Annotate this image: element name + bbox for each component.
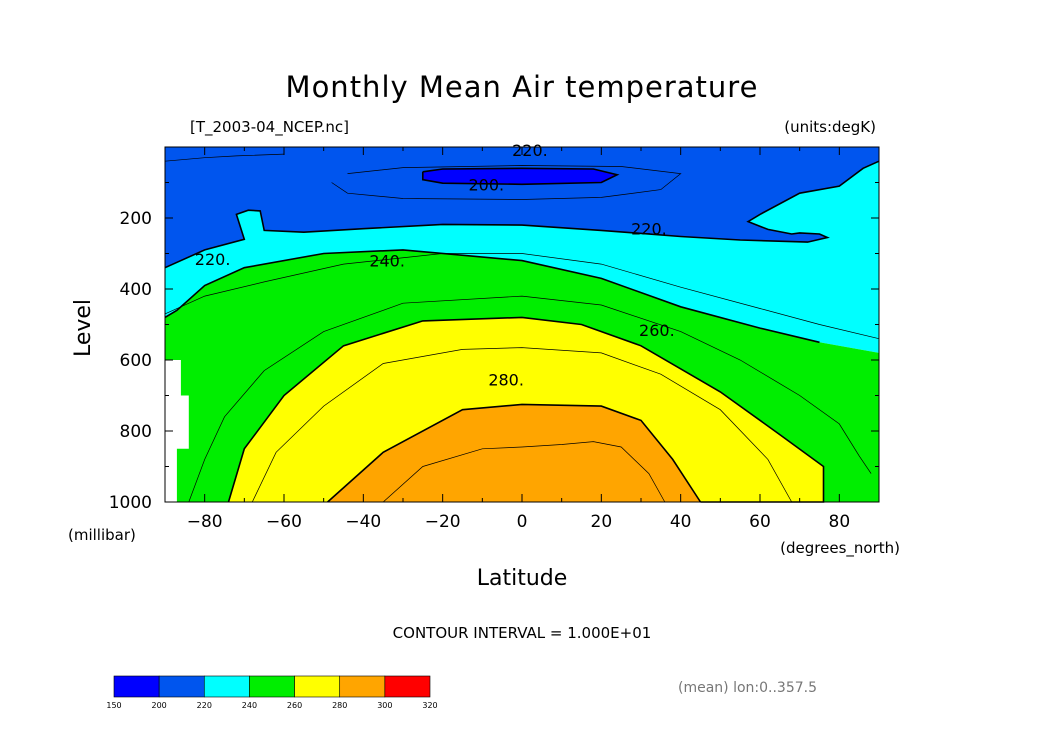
x-tick-label: −60 <box>266 512 302 532</box>
y-axis-label: Level <box>71 299 96 357</box>
file-label: [T_2003-04_NCEP.nc] <box>190 118 349 137</box>
contour-line-200-boundary <box>421 167 620 186</box>
contour-label: 220. <box>195 250 231 269</box>
x-tick-label: 0 <box>517 512 528 532</box>
contour-line-210b <box>164 153 285 162</box>
colorbar-tick-label: 150 <box>106 701 121 710</box>
y-tick-label: 200 <box>120 209 152 229</box>
contour-label: 280. <box>488 371 524 390</box>
contour-line-210 <box>331 165 682 200</box>
x-tick-label: −40 <box>345 512 381 532</box>
contour-label: 240. <box>369 252 405 271</box>
contour-label: 220. <box>631 220 667 239</box>
x-units-label: (degrees_north) <box>780 539 900 558</box>
units-label: (units:degK) <box>784 118 876 136</box>
colorbar-swatch <box>339 675 386 698</box>
x-axis-label: Latitude <box>477 566 568 591</box>
contour-label: 260. <box>639 321 675 340</box>
contour-interval: CONTOUR INTERVAL = 1.000E+01 <box>393 624 652 642</box>
contour-line-290 <box>382 441 666 503</box>
contour-line-240-boundary <box>164 249 820 344</box>
colorbar-swatch <box>294 675 341 698</box>
colorbar-swatch <box>113 675 160 698</box>
x-tick-label: 40 <box>670 512 692 532</box>
contour-line-260-boundary <box>227 316 825 503</box>
y-tick-label: 1000 <box>109 493 152 513</box>
x-tick-label: 60 <box>749 512 771 532</box>
contour-label: 200. <box>468 175 504 194</box>
contour-line-230 <box>164 253 880 340</box>
colorbar-swatch <box>384 675 431 698</box>
region-280-300 <box>327 404 701 502</box>
region-below-200 <box>422 168 618 185</box>
colorbar-tick-label: 220 <box>197 701 212 710</box>
contour-line-250 <box>188 295 872 503</box>
contour-line-220-boundary <box>164 160 880 269</box>
contour-lines <box>164 153 880 503</box>
lon-mean-note: (mean) lon:0..357.5 <box>678 680 818 696</box>
y-units-label: (millibar) <box>68 526 136 544</box>
colorbar-tick-label: 300 <box>377 701 392 710</box>
y-tick-label: 600 <box>120 351 152 371</box>
contour-line-270 <box>251 347 793 503</box>
region-220-240 <box>165 161 879 353</box>
colorbar-tick-label: 240 <box>242 701 257 710</box>
contour-fill-regions <box>165 147 879 502</box>
colorbar-tick-label: 280 <box>332 701 347 710</box>
x-tick-label: −80 <box>187 512 223 532</box>
colorbar-tick-label: 260 <box>287 701 302 710</box>
x-tick-label: −20 <box>425 512 461 532</box>
x-tick-label: 80 <box>829 512 851 532</box>
colorbar-swatch <box>158 675 205 698</box>
axis-ticks: −80 −60 −40 −20 0 20 40 60 80 200 400 600 800 1000 <box>109 147 880 532</box>
colorbar-tick-label: 200 <box>152 701 167 710</box>
y-tick-label: 800 <box>120 422 152 442</box>
region-260-280 <box>228 317 824 502</box>
contour-labels: 220. 200. 220. 220. 240. 260. 280. <box>195 141 675 390</box>
x-tick-label: 20 <box>591 512 613 532</box>
chart-title: Monthly Mean Air temperature <box>286 70 759 104</box>
colorbar-swatch <box>203 675 250 698</box>
colorbar-tick-label: 320 <box>422 701 437 710</box>
colorbar: 150 200 220 240 260 280 300 320 <box>106 675 438 710</box>
y-tick-label: 400 <box>120 280 152 300</box>
contour-line-280-boundary <box>327 403 702 503</box>
contour-label: 220. <box>512 141 548 160</box>
colorbar-swatch <box>249 675 295 698</box>
